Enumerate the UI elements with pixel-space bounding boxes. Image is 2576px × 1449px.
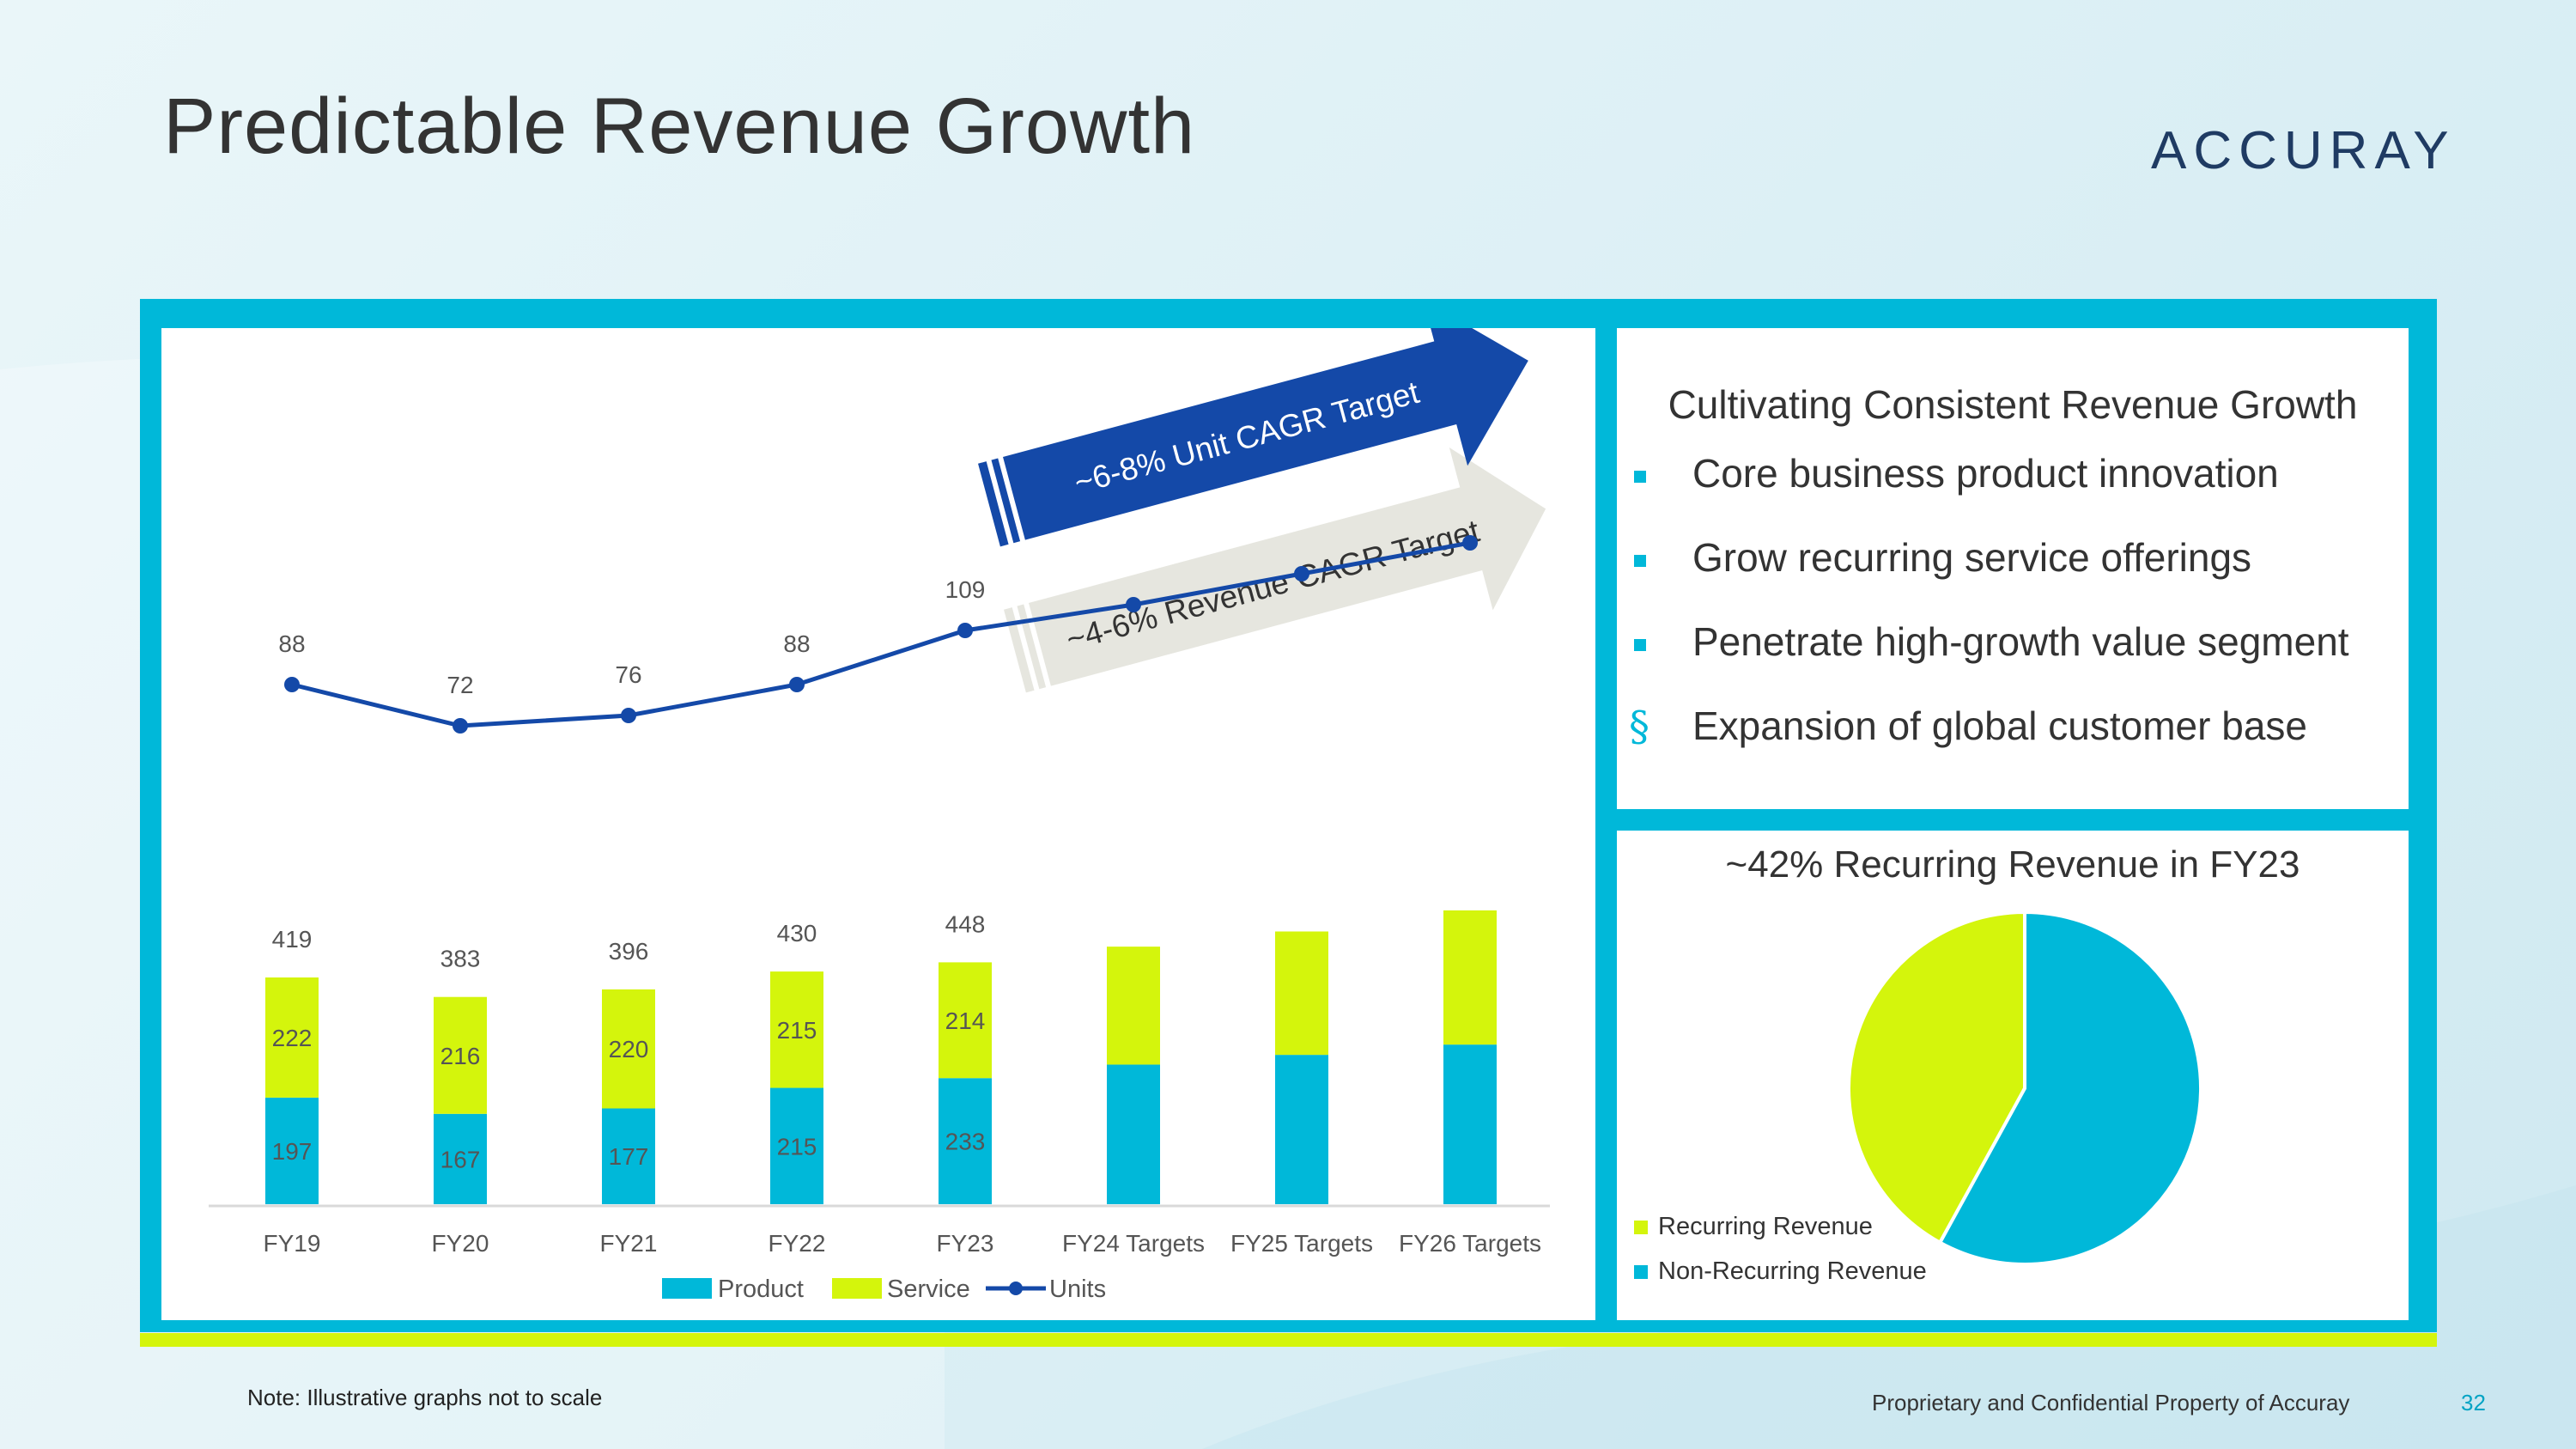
data-label-service: 222 [272, 1025, 313, 1051]
bar-service [770, 971, 823, 1088]
bar-service [602, 989, 655, 1109]
data-label-total: 430 [777, 920, 817, 947]
legend-label: Non-Recurring Revenue [1658, 1257, 1927, 1285]
data-label-service: 216 [440, 1043, 481, 1069]
legend-marker-units [1009, 1282, 1023, 1295]
data-label-product: 233 [945, 1129, 986, 1155]
bar-product [1107, 1064, 1160, 1204]
data-label-product: 167 [440, 1146, 481, 1172]
units-data-label: 72 [447, 672, 473, 698]
cagr-arrows: ~4-6% Revenue CAGR Target ~6-8% Unit CAG… [978, 328, 1546, 693]
category-label: FY23 [937, 1230, 994, 1257]
unit-cagr-arrow-stripe [991, 458, 1021, 544]
bullet-text: Penetrate high-growth value segment [1692, 619, 2349, 664]
legend-swatch-nonrecurring [1634, 1265, 1648, 1280]
bar-service [939, 962, 992, 1079]
category-label: FY20 [432, 1230, 489, 1257]
revenue-cagr-arrow-stripe [1004, 607, 1035, 693]
bar-service [1443, 910, 1497, 1045]
units-line [291, 540, 1471, 728]
units-point [1126, 597, 1141, 612]
legend-label-service: Service [887, 1275, 970, 1303]
category-label: FY26 Targets [1399, 1230, 1541, 1257]
growth-strategy-title: Cultivating Consistent Revenue Growth [1668, 382, 2358, 427]
axis-layer: FY19 FY20 FY21 FY22 FY23 FY24 Targets FY25 Tar… [209, 1204, 1550, 1257]
category-label: FY24 Targets [1062, 1230, 1205, 1257]
data-label-total: 419 [272, 926, 313, 953]
lime-accent-strip [140, 1333, 2437, 1347]
chart-panel [161, 328, 1595, 1320]
section-bullet-icon: § [1629, 703, 1649, 751]
legend-swatch-service [832, 1278, 882, 1299]
legend-label: Recurring Revenue [1658, 1213, 1873, 1240]
page-title: Predictable Revenue Growth [163, 82, 1196, 170]
units-data-label: 88 [783, 630, 810, 657]
bar-product [434, 1113, 487, 1204]
units-line-layer: 88 72 76 88 109 [278, 535, 1478, 734]
category-label: FY19 [264, 1230, 321, 1257]
units-data-label: 109 [945, 576, 986, 603]
data-label-total: 396 [609, 938, 649, 965]
data-label-product: 197 [272, 1138, 313, 1165]
pie-slice-recurring [1847, 910, 2026, 1245]
unit-cagr-arrow [1003, 328, 1528, 540]
pie-title: ~42% Recurring Revenue in FY23 [1725, 843, 2300, 886]
bar-service [1107, 947, 1160, 1065]
category-label: FY21 [600, 1230, 658, 1257]
growth-strategy-panel: Cultivating Consistent Revenue Growth Co… [1617, 328, 2409, 809]
square-bullet-icon [1634, 471, 1646, 483]
data-label-service: 220 [609, 1036, 649, 1062]
data-label-service: 214 [945, 1008, 986, 1034]
square-bullet-icon [1634, 555, 1646, 567]
bar-product [265, 1097, 319, 1204]
category-label: FY25 Targets [1230, 1230, 1373, 1257]
pie-legend-item: Non-Recurring Revenue [1634, 1257, 1927, 1286]
units-point [621, 708, 636, 723]
bar-product [939, 1078, 992, 1204]
data-label-service: 215 [777, 1017, 817, 1044]
data-label-product: 177 [609, 1143, 649, 1170]
bullet-text: Grow recurring service offerings [1692, 535, 2252, 580]
chart-legend: Product Service Units [662, 1275, 1106, 1303]
category-label: FY22 [769, 1230, 826, 1257]
bar-service [265, 977, 319, 1098]
units-point [453, 718, 468, 734]
units-data-label: 88 [278, 630, 305, 657]
legend-label-product: Product [718, 1275, 804, 1303]
bar-service [1275, 931, 1328, 1056]
units-point [789, 677, 805, 692]
units-data-label: 76 [615, 661, 641, 688]
pie-slice-nonrecurring [1937, 910, 2202, 1266]
legend-label-units: Units [1049, 1275, 1106, 1303]
units-point [284, 677, 300, 692]
data-label-total: 383 [440, 946, 481, 972]
footer-text: Proprietary and Confidential Property of… [1872, 1390, 2350, 1416]
bullet-text: Expansion of global customer base [1692, 703, 2307, 748]
accuray-logo: ACCURAY [2151, 121, 2456, 180]
legend-swatch-recurring [1634, 1221, 1648, 1235]
bars-layer: 197 222 419 167 216 383 177 220 396 215 215 430 233 2… [265, 910, 1497, 1204]
bar-service [434, 996, 487, 1114]
legend-swatch-product [662, 1278, 712, 1299]
bar-product [770, 1087, 823, 1204]
recurring-revenue-pie [1847, 910, 2202, 1266]
units-point [957, 623, 973, 638]
square-bullet-icon [1634, 639, 1646, 651]
data-label-total: 448 [945, 910, 986, 937]
bar-product [1443, 1044, 1497, 1204]
bar-product [1275, 1055, 1328, 1204]
revenue-units-chart: 197 222 419 167 216 383 177 220 396 215 215 430 233 2… [209, 328, 1550, 1303]
revenue-cagr-arrow-stripe [1017, 604, 1047, 690]
bullet-text: Core business product innovation [1692, 451, 2279, 496]
data-label-product: 215 [777, 1133, 817, 1160]
unit-cagr-arrow-stripe [978, 461, 1009, 547]
bar-product [602, 1108, 655, 1204]
footnote: Note: Illustrative graphs not to scale [247, 1385, 603, 1410]
pie-legend-item: Recurring Revenue [1634, 1213, 1873, 1241]
units-point [1294, 566, 1309, 581]
revenue-cagr-arrow [1029, 447, 1546, 686]
units-point [1462, 535, 1478, 551]
page-number: 32 [2461, 1390, 2486, 1416]
recurring-revenue-panel: ~42% Recurring Revenue in FY23 Recurring… [1617, 831, 2409, 1320]
